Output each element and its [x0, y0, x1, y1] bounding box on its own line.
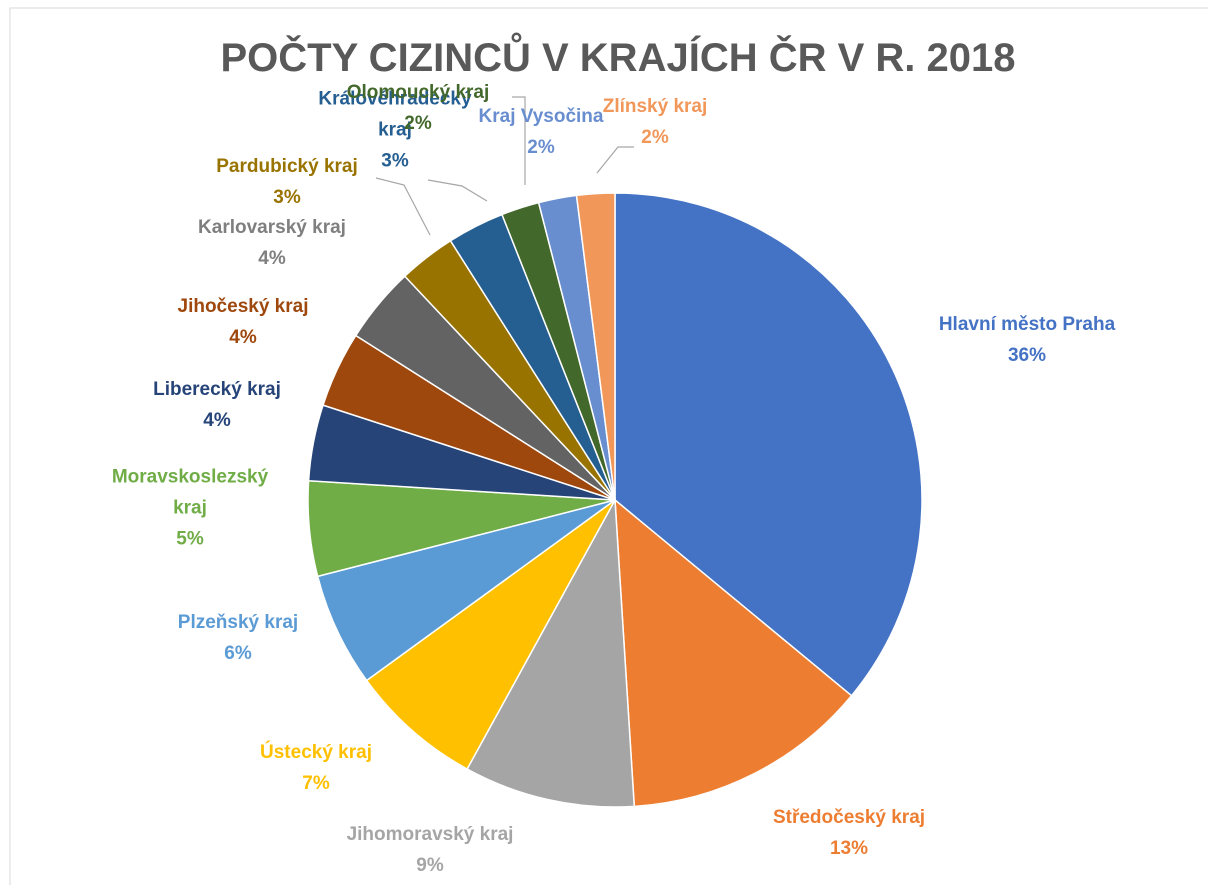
label-name: Jihočeský kraj	[177, 296, 309, 317]
leader-line	[512, 96, 526, 185]
pie-slice	[614, 498, 853, 808]
data-label: Středočeský kraj 13%	[739, 802, 959, 864]
leader-lines	[375, 96, 634, 236]
label-name: Zlínský kraj	[602, 96, 708, 117]
chart-frame	[9, 7, 1208, 885]
label-name: Olomoucký kraj	[346, 82, 490, 103]
label-value: 13%	[829, 838, 869, 859]
pie-slice	[575, 192, 616, 501]
label-value: 4%	[229, 327, 257, 348]
data-label: Ústecký kraj 7%	[236, 737, 396, 799]
data-label: Kraj Vysočina 2%	[451, 101, 631, 163]
leader-line	[596, 146, 634, 174]
label-value: 2%	[404, 113, 432, 134]
label-value: 4%	[258, 248, 286, 269]
data-label: Moravskoslezský kraj 5%	[110, 462, 270, 555]
label-value: 36%	[1007, 345, 1047, 366]
label-name: Karlovarský kraj	[198, 217, 346, 238]
data-label: Královéhradecký kraj 3%	[308, 84, 483, 177]
label-name: Liberecký kraj	[153, 379, 281, 400]
data-label: Karlovarský kraj 4%	[162, 212, 382, 274]
label-name: Jihomoravský kraj	[346, 824, 514, 845]
label-name: Plzeňský kraj	[177, 612, 299, 633]
leader-line	[427, 179, 488, 202]
label-value: 7%	[302, 773, 330, 794]
label-value: 2%	[527, 137, 555, 158]
label-value: 3%	[273, 187, 301, 208]
label-name: Ústecký kraj	[260, 742, 372, 763]
data-label: Liberecký kraj 4%	[137, 374, 297, 436]
chart-title: POČTY CIZINCŮ V KRAJÍCH ČR V R. 2018	[220, 36, 1016, 80]
label-name: Hlavní město Praha	[938, 314, 1116, 335]
data-label: Hlavní město Praha 36%	[897, 309, 1157, 371]
data-label: Jihočeský kraj 4%	[163, 291, 323, 353]
label-name: Královéhradecký kraj	[318, 88, 472, 141]
label-value: 9%	[416, 855, 444, 876]
leader-line	[375, 177, 431, 236]
data-label: Plzeňský kraj 6%	[158, 607, 318, 669]
pie-slice	[614, 192, 923, 697]
data-label: Pardubický kraj 3%	[187, 151, 387, 213]
label-value: 5%	[176, 528, 204, 550]
label-value: 3%	[381, 150, 409, 172]
label-value: 2%	[641, 127, 669, 148]
data-label: Olomoucký kraj 2%	[318, 77, 518, 139]
pie-slice	[466, 497, 636, 808]
data-label: Zlínský kraj 2%	[575, 91, 735, 153]
label-name: Pardubický kraj	[216, 156, 358, 177]
label-name: Moravskoslezský kraj	[111, 466, 269, 519]
data-label: Jihomoravský kraj 9%	[320, 819, 540, 881]
label-value: 4%	[203, 410, 231, 431]
label-name: Středočeský kraj	[772, 807, 926, 828]
label-value: 6%	[224, 643, 252, 664]
label-name: Kraj Vysočina	[478, 106, 604, 127]
pie-slice	[365, 499, 616, 771]
